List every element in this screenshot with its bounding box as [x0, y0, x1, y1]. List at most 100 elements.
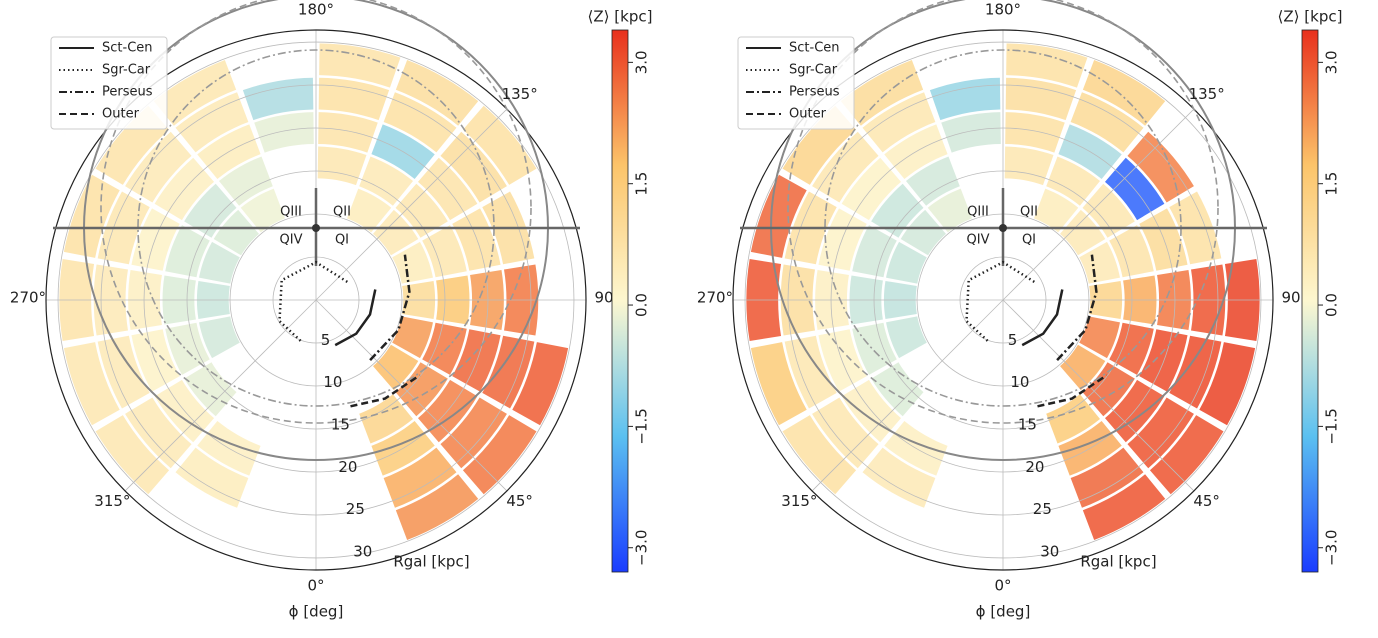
- heat-cell: [784, 335, 837, 409]
- heat-cell: [63, 342, 120, 426]
- heat-cell: [1127, 131, 1194, 203]
- heat-cell: [1079, 316, 1120, 359]
- heat-cell: [1199, 342, 1256, 426]
- quadrant-label: QIV: [967, 233, 990, 248]
- heat-cell: [125, 131, 192, 203]
- heat-cell: [862, 92, 936, 153]
- theta-grid-line: [1002, 299, 1195, 492]
- heat-cell: [131, 329, 180, 392]
- heat-cell: [818, 329, 867, 392]
- heat-cell: [812, 131, 879, 203]
- sun-marker: [312, 224, 320, 232]
- quadrant-label: QII: [333, 205, 351, 220]
- legend-label: Sgr-Car: [789, 63, 838, 78]
- r-tick-label: 5: [1008, 331, 1018, 349]
- heat-cell: [1004, 146, 1054, 186]
- heat-cell: [359, 156, 414, 206]
- arm-line: [1021, 289, 1064, 347]
- heat-cell: [1169, 335, 1222, 409]
- heat-cell: [1109, 225, 1154, 278]
- theta-tick-label: 270°: [10, 289, 46, 307]
- heat-cell: [852, 225, 897, 278]
- heat-cell: [97, 335, 150, 409]
- ref-circle: [100, 0, 532, 424]
- heat-cell: [440, 397, 507, 469]
- heat-cell: [750, 174, 807, 258]
- r-tick-label: 10: [323, 373, 342, 391]
- heat-cell: [941, 112, 1001, 153]
- arm-line: [1037, 374, 1108, 408]
- heat-cell: [392, 316, 433, 359]
- heat-cell: [199, 316, 240, 359]
- colorbar-tick-label: 1.5: [633, 172, 651, 196]
- heat-cell: [1149, 415, 1224, 495]
- colorbar-label: ⟨Z⟩ [kpc]: [1278, 8, 1343, 26]
- heat-cell: [1005, 77, 1077, 121]
- quadrant-label: QII: [1020, 205, 1038, 220]
- r-tick-label: 20: [1025, 458, 1044, 476]
- quadrant-label: QI: [1022, 233, 1036, 248]
- r-tick-label: 25: [346, 500, 365, 518]
- theta-tick-label: 45°: [1193, 492, 1220, 510]
- r-tick-label: 5: [321, 331, 331, 349]
- theta-tick-label: 135°: [502, 85, 538, 103]
- theta-axis-label: ϕ [deg]: [976, 603, 1031, 621]
- ref-circle: [787, 0, 1219, 424]
- heat-cell: [184, 183, 237, 238]
- sun-marker: [999, 224, 1007, 232]
- heat-cell: [886, 316, 927, 359]
- heat-cell: [462, 415, 537, 495]
- heat-cell: [1079, 241, 1120, 284]
- heat-cell: [862, 447, 936, 508]
- theta-tick-label: 315°: [781, 492, 817, 510]
- heat-cell: [1139, 208, 1188, 271]
- colorbar-tick-label: −1.5: [1323, 408, 1341, 444]
- heat-cell: [422, 225, 467, 278]
- heat-cell: [395, 183, 448, 238]
- heat-cell: [818, 208, 867, 271]
- r-tick-label: 20: [338, 458, 357, 476]
- heat-cell: [346, 188, 392, 233]
- legend-box: [737, 36, 855, 130]
- heat-cell: [905, 156, 960, 206]
- heat-cell: [359, 394, 414, 444]
- heat-cell: [383, 447, 457, 508]
- theta-tick-label: 135°: [1189, 85, 1225, 103]
- heat-cell: [318, 77, 390, 121]
- r-tick-label: 10: [1010, 373, 1029, 391]
- heat-cell: [254, 112, 314, 153]
- heat-cell: [1139, 329, 1188, 392]
- polar-frame: [732, 29, 1274, 571]
- r-tick-label: 30: [353, 543, 372, 561]
- arm-line: [350, 374, 421, 408]
- heat-cell: [1127, 397, 1194, 469]
- heat-cell: [318, 112, 378, 153]
- theta-tick-label: 180°: [298, 1, 334, 19]
- heat-cell: [1070, 92, 1144, 153]
- heat-cell: [440, 131, 507, 203]
- r-tick-label: 25: [1033, 500, 1052, 518]
- colorbar: [611, 29, 629, 573]
- heat-cell: [199, 241, 240, 284]
- quadrant-label: QI: [335, 233, 349, 248]
- arm-line: [278, 260, 348, 343]
- legend-label: Sct-Cen: [102, 41, 153, 56]
- heat-cell: [242, 77, 314, 121]
- heat-cell: [125, 397, 192, 469]
- theta-tick-label: 270°: [697, 289, 733, 307]
- heat-cell: [1006, 43, 1088, 88]
- heat-cell: [512, 342, 569, 426]
- quadrant-label: QIII: [967, 205, 989, 220]
- heat-cell: [175, 92, 249, 153]
- heat-cell: [63, 174, 120, 258]
- heat-cell: [1060, 344, 1106, 391]
- heat-cell: [886, 241, 927, 284]
- theta-tick-label: 0°: [994, 577, 1011, 595]
- heat-cell: [175, 447, 249, 508]
- quadrant-label: QIII: [280, 205, 302, 220]
- theta-axis-label: ϕ [deg]: [289, 603, 344, 621]
- r-axis-label: Rgal [kpc]: [1080, 552, 1156, 570]
- theta-tick-label: 315°: [94, 492, 130, 510]
- heat-cell: [1060, 209, 1106, 256]
